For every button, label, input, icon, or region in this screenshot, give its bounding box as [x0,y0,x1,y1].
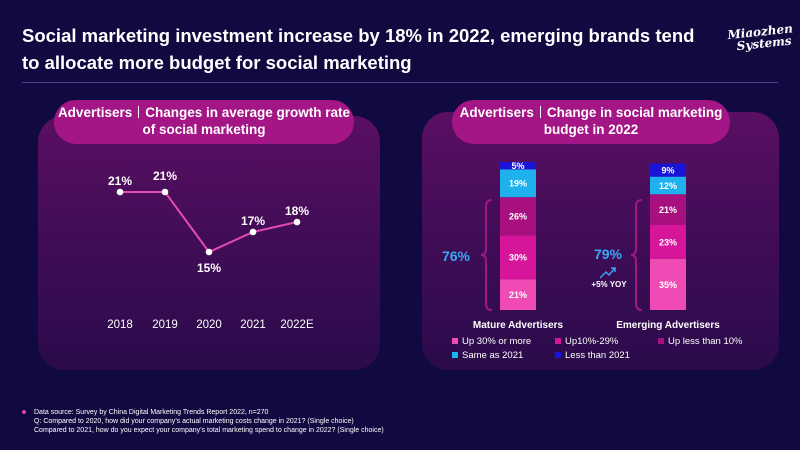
growth-rate-panel [38,116,380,370]
bar-label-up30-0: 21% [509,290,527,300]
legend-label-same: Same as 2021 [462,350,523,361]
mature-total-label: 76% [442,248,471,264]
growth-rate-panel-title: Advertisers Changes in average growth rat… [54,100,354,144]
growth-value-label-2022E: 18% [285,204,309,218]
emerging-total-brace [630,199,643,311]
x-tick-2020: 2020 [196,319,222,331]
x-tick-2021: 2021 [240,319,266,331]
legend-swatch-up-less-10 [658,338,664,344]
bar-category-label-0: Mature Advertisers [473,320,564,331]
bar-label-up-less-10-1: 21% [659,205,677,215]
mature-total-brace [480,199,493,311]
growth-rate-title-part2: Changes in average growth rate of social… [142,105,351,137]
growth-value-label-2019: 21% [153,169,177,183]
page-title: Social marketing investment increase by … [22,25,695,73]
title-separator [138,106,140,118]
bar-seg-up30-0 [500,279,536,310]
bar-seg-up-less-10-1 [650,194,686,226]
bullet-dot-icon [22,410,26,414]
bar-seg-less-0 [500,162,536,170]
legend-swatch-less [555,352,561,358]
bar-seg-up10-29-0 [500,235,536,280]
budget-stacked-bar-chart: 21% 30% 26% 19% 5% Mature Advertisers 35% 23% 21… [442,161,743,361]
legend-swatch-up30 [452,338,458,344]
bar-label-less-0: 5% [511,161,524,171]
legend-label-up10-29: Up10%-29% [565,336,619,347]
footer-question-2: Compared to 2021, how do you expect your… [34,427,384,434]
bar-label-less-1: 9% [661,166,674,176]
footer-source: Data source: Survey by China Digital Mar… [34,409,269,416]
footer-notes: Data source: Survey by China Digital Mar… [22,408,782,435]
emerging-total-label: 79% [594,246,623,262]
bar-label-up30-1: 35% [659,280,677,290]
legend-label-up-less-10: Up less than 10% [668,336,743,347]
legend-label-less: Less than 2021 [565,350,630,361]
growth-point-2020 [205,248,213,256]
title-separator [539,106,541,118]
trend-up-icon [599,267,616,279]
growth-point-2019 [161,188,169,196]
bar-label-same-1: 12% [659,181,677,191]
x-tick-2019: 2019 [152,319,178,331]
growth-rate-title-part1: Advertisers [57,105,133,120]
growth-value-label-2021: 17% [241,214,265,228]
legend-label-up30: Up 30% or more [462,336,531,347]
budget-change-panel-title: Advertisers Change in social marketing bu… [452,100,730,144]
yoy-label: +5% YOY [591,280,627,289]
legend-swatch-up10-29 [555,338,561,344]
bar-seg-up-less-10-0 [500,197,536,236]
budget-change-title-part1: Advertisers [459,105,534,120]
bar-seg-same-1 [650,176,686,195]
budget-change-panel [422,112,779,370]
bar-label-same-0: 19% [509,179,527,189]
title-divider [22,82,778,83]
growth-point-2021 [249,228,257,236]
bar-seg-same-0 [500,169,536,198]
bar-seg-up10-29-1 [650,225,686,259]
x-tick-2018: 2018 [107,319,133,331]
budget-change-title-part2: Change in social marketing budget in 202… [543,105,723,137]
growth-value-label-2020: 15% [197,261,221,275]
bar-seg-less-1 [650,163,686,177]
growth-value-label-2018: 21% [108,174,132,188]
growth-series-line [120,191,298,254]
bar-seg-up30-1 [650,258,686,310]
bar-category-label-1: Emerging Advertisers [616,320,720,331]
legend-swatch-same [452,352,458,358]
bar-label-up10-29-1: 23% [659,237,677,247]
growth-point-2018 [116,188,124,196]
growth-point-2022E [293,218,301,226]
x-tick-2022E: 2022E [280,319,314,331]
bar-label-up-less-10-0: 26% [509,212,527,222]
footer-question-1: Q: Compared to 2020, how did your compan… [34,418,354,425]
growth-line-chart: 21% 2018 21% 2019 15% 2020 17% 2021 18% 2022E [107,169,314,331]
bar-label-up10-29-0: 30% [509,253,527,263]
